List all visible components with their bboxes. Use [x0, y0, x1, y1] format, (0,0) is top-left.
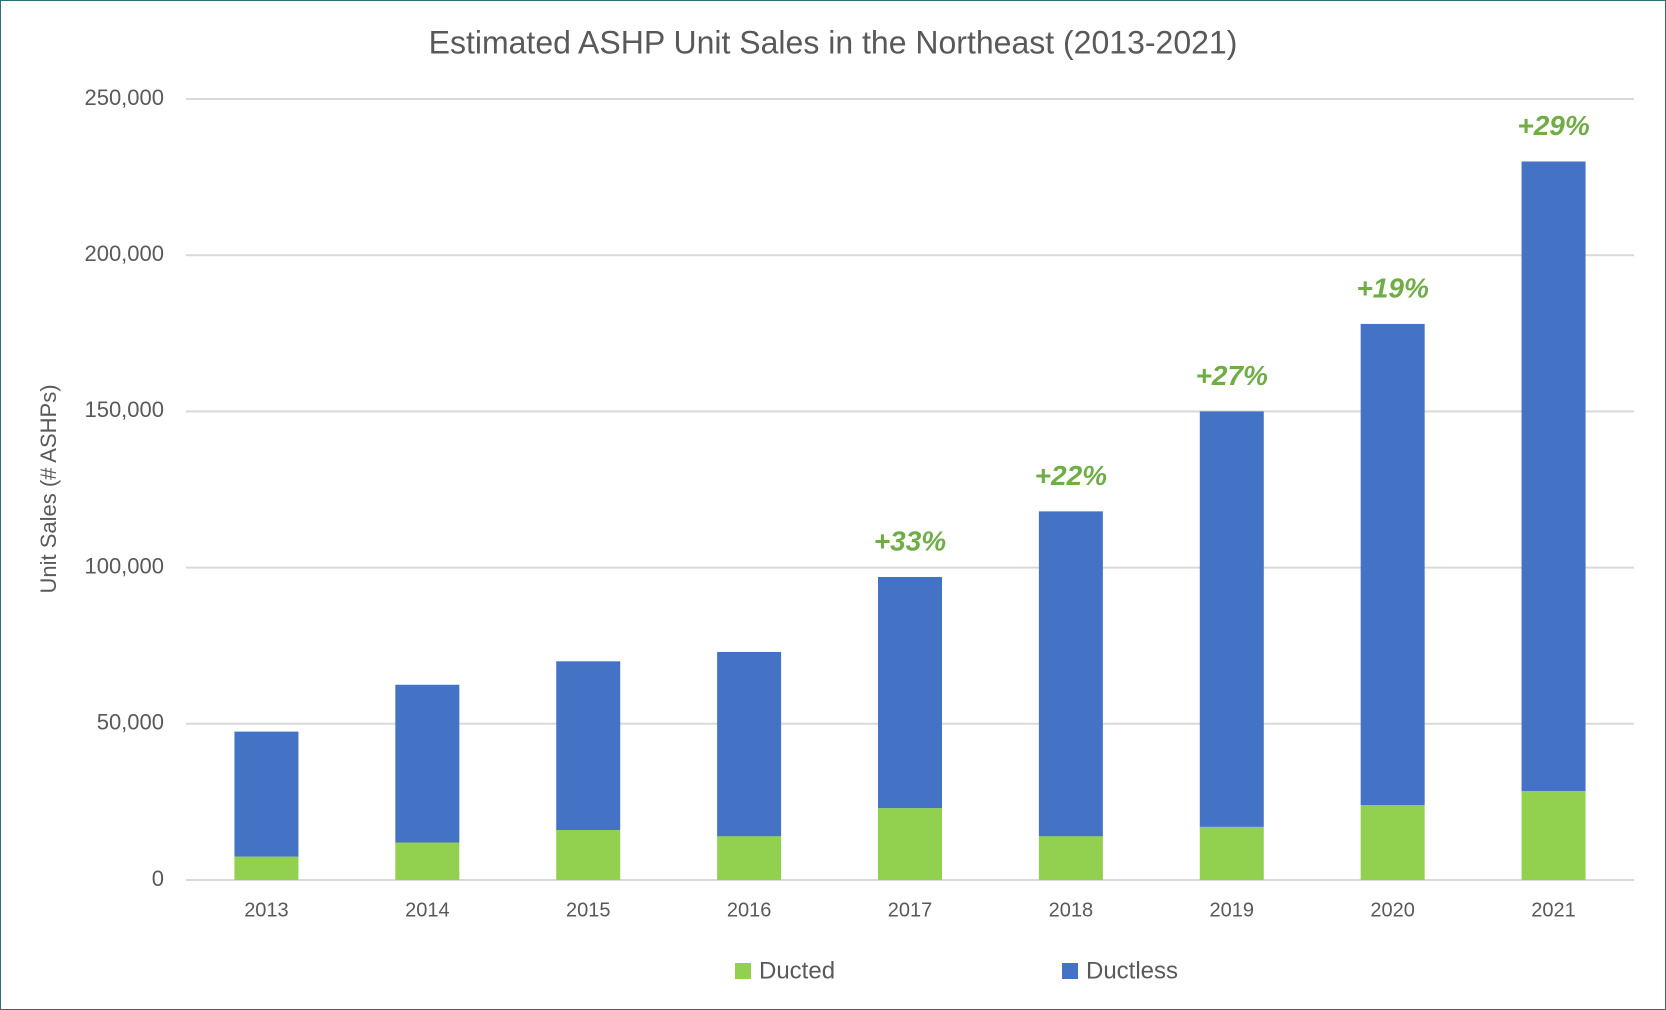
bar-segment	[1199, 411, 1264, 827]
x-tick-label: 2015	[566, 899, 611, 921]
y-tick-label: 50,000	[97, 710, 164, 735]
y-axis-label: Unit Sales (# ASHPs)	[36, 384, 61, 593]
y-tick-label: 0	[152, 866, 164, 891]
bar-segment	[717, 836, 782, 880]
bar-segment	[1521, 161, 1586, 791]
bar-segment	[556, 661, 621, 831]
bar-segment	[1199, 826, 1264, 880]
x-tick-label: 2014	[405, 899, 450, 921]
growth-annotation: +27%	[1196, 360, 1268, 391]
bar-segment	[234, 731, 299, 857]
legend-swatch	[1062, 963, 1078, 979]
x-tick-label: 2016	[727, 899, 772, 921]
y-tick-label: 200,000	[84, 241, 164, 266]
bar-segment	[878, 576, 942, 809]
y-tick-label: 250,000	[84, 85, 164, 110]
y-tick-label: 150,000	[84, 397, 164, 422]
y-tick-label: 100,000	[84, 553, 164, 578]
legend-label: Ducted	[759, 957, 835, 984]
growth-annotation: +22%	[1035, 460, 1107, 491]
bar-segment	[556, 830, 621, 880]
bar-segment	[717, 651, 782, 837]
growth-annotation: +19%	[1356, 272, 1428, 303]
x-tick-label: 2017	[888, 899, 933, 921]
bar-segment	[234, 856, 299, 880]
growth-annotation: +33%	[874, 525, 946, 556]
bar-segment	[1360, 323, 1425, 806]
bar-segment	[395, 684, 460, 843]
legend-swatch	[735, 963, 751, 979]
bar-segment	[1521, 790, 1586, 880]
bar-segment	[395, 842, 460, 880]
x-tick-label: 2018	[1049, 899, 1094, 921]
bar-segment	[1038, 511, 1103, 837]
bar-segment	[1360, 805, 1425, 880]
x-tick-label: 2019	[1210, 899, 1255, 921]
chart-title: Estimated ASHP Unit Sales in the Northea…	[429, 24, 1238, 60]
x-tick-label: 2020	[1370, 899, 1415, 921]
growth-annotation: +29%	[1517, 110, 1589, 141]
x-tick-label: 2021	[1531, 899, 1576, 921]
bar-segment	[1038, 836, 1103, 880]
legend-label: Ductless	[1086, 957, 1178, 984]
bar-segment	[878, 808, 942, 880]
x-tick-label: 2013	[244, 899, 289, 921]
